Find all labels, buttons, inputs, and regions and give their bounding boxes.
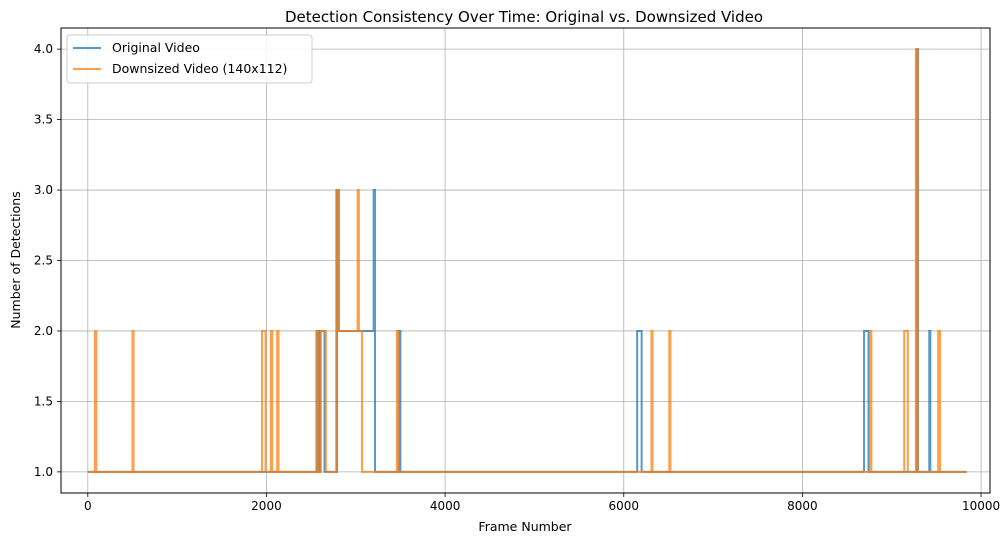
y-ticks: 1.0 1.5 2.0 2.5 3.0 3.5 4.0 xyxy=(34,42,61,479)
legend-label-original: Original Video xyxy=(112,40,200,55)
x-axis-label: Frame Number xyxy=(478,519,572,534)
y-tick-label: 4.0 xyxy=(34,42,53,56)
series-group xyxy=(87,48,967,473)
legend-label-downsized: Downsized Video (140x112) xyxy=(112,61,287,76)
x-tick-label: 10000 xyxy=(962,499,1000,513)
series-line-downsized xyxy=(87,48,967,473)
y-axis-label: Number of Detections xyxy=(8,191,23,328)
y-tick-label: 1.5 xyxy=(34,394,53,408)
grid xyxy=(61,28,990,493)
x-ticks: 0 2000 4000 6000 8000 10000 xyxy=(84,493,1000,513)
legend: Original Video Downsized Video (140x112) xyxy=(66,34,313,84)
x-tick-label: 2000 xyxy=(251,499,282,513)
y-tick-label: 3.5 xyxy=(34,113,53,127)
y-tick-label: 2.5 xyxy=(34,254,53,268)
y-tick-label: 3.0 xyxy=(34,183,53,197)
y-tick-label: 1.0 xyxy=(34,465,53,479)
x-tick-label: 4000 xyxy=(430,499,461,513)
x-tick-label: 0 xyxy=(84,499,92,513)
chart-title: Detection Consistency Over Time: Origina… xyxy=(285,8,763,26)
y-tick-label: 2.0 xyxy=(34,324,53,338)
x-tick-label: 8000 xyxy=(787,499,818,513)
legend-box xyxy=(66,34,313,84)
x-tick-label: 6000 xyxy=(608,499,639,513)
